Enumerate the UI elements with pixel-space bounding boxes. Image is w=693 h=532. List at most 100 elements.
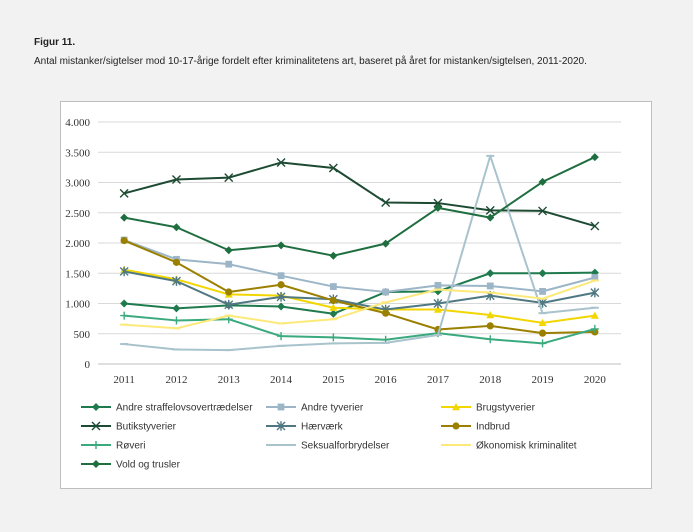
legend-label-andre-tyverier: Andre tyverier bbox=[301, 403, 364, 414]
y-tick-label: 2.500 bbox=[65, 208, 90, 220]
data-point-brugstyverier bbox=[486, 310, 495, 319]
data-point-vold-og-trusler bbox=[486, 213, 495, 222]
series-line-brugstyverier bbox=[123, 268, 595, 324]
series-line-roveri bbox=[124, 314, 596, 345]
series-line-indbrud bbox=[123, 239, 595, 335]
series-line-haervaerk bbox=[123, 270, 596, 311]
series-line-butikstyverier bbox=[123, 161, 596, 228]
series-line-seksualforbrydelser bbox=[124, 154, 595, 352]
x-tick-label: 2020 bbox=[584, 374, 607, 386]
chart-area: 0 500 1.000 1.500 2.000 2.500 3.000 3.500 4.000 2… bbox=[60, 101, 652, 489]
y-tick-label: 4.000 bbox=[65, 117, 90, 129]
data-point-brugstyverier bbox=[538, 318, 547, 327]
data-point-andre-tyverier bbox=[277, 272, 285, 280]
data-point-roveri bbox=[590, 324, 599, 333]
data-point-brugstyverier bbox=[590, 311, 599, 319]
data-point-haervaerk bbox=[119, 266, 129, 277]
data-point-butikstyverier bbox=[381, 197, 391, 207]
data-point-andre-straffelovsovertraedelser bbox=[590, 268, 599, 277]
data-point-indbrud bbox=[486, 322, 494, 330]
data-point-andre-tyverier bbox=[225, 260, 233, 268]
x-tick-label: 2016 bbox=[375, 374, 398, 386]
x-tick-label: 2014 bbox=[270, 374, 293, 386]
data-point-indbrud bbox=[329, 296, 337, 305]
data-point-haervaerk bbox=[224, 299, 234, 310]
data-point-indbrud bbox=[225, 288, 233, 296]
y-tick-label: 2.000 bbox=[65, 238, 90, 250]
data-point-brugstyverier bbox=[433, 305, 442, 313]
y-tick-label: 0 bbox=[85, 359, 91, 371]
data-point-vold-og-trusler bbox=[224, 246, 233, 255]
line-chart: 0 500 1.000 1.500 2.000 2.500 3.000 3.500 4.000 2… bbox=[65, 117, 621, 471]
series-line-andre-tyverier bbox=[123, 239, 596, 294]
data-point-andre-tyverier bbox=[382, 288, 390, 296]
data-point-butikstyverier bbox=[538, 206, 548, 216]
data-point-vold-og-trusler bbox=[172, 223, 181, 232]
data-point-roveri bbox=[277, 332, 286, 341]
x-tick-label: 2011 bbox=[113, 374, 135, 386]
legend-label-roveri: Røveri bbox=[116, 441, 145, 452]
figure-label: Figur 11. bbox=[34, 37, 76, 48]
data-point-andre-straffelovsovertraedelser bbox=[486, 269, 495, 278]
data-point-indbrud bbox=[538, 329, 547, 337]
legend-label-seksualforbrydelser: Seksualforbrydelser bbox=[301, 441, 390, 452]
x-tick-label: 2018 bbox=[479, 374, 502, 386]
y-tick-label: 3.500 bbox=[65, 147, 90, 159]
data-point-vold-og-trusler bbox=[538, 177, 547, 186]
legend-marker-vold-og-trusler bbox=[92, 460, 100, 468]
data-point-indbrud bbox=[382, 309, 390, 317]
data-point-butikstyverier bbox=[328, 163, 338, 173]
legend-label-vold-og-trusler: Vold og trusler bbox=[116, 460, 181, 471]
data-point-roveri bbox=[486, 335, 495, 344]
data-point-vold-og-trusler bbox=[120, 213, 129, 222]
data-point-butikstyverier bbox=[485, 205, 495, 215]
data-point-butikstyverier bbox=[590, 221, 600, 231]
data-point-vold-og-trusler bbox=[329, 251, 338, 260]
y-tick-label: 1.500 bbox=[65, 268, 90, 280]
legend-label-butikstyverier: Butikstyverier bbox=[116, 422, 177, 433]
data-point-roveri bbox=[538, 339, 547, 348]
data-point-andre-tyverier bbox=[329, 283, 337, 290]
x-tick-label: 2017 bbox=[427, 374, 450, 386]
data-point-indbrud bbox=[120, 236, 128, 245]
x-tick-label: 2015 bbox=[322, 374, 345, 386]
data-point-vold-og-trusler bbox=[381, 239, 390, 248]
legend-marker-andre-straffelovsovertraedelser bbox=[92, 403, 100, 411]
data-point-andre-tyverier bbox=[434, 281, 442, 289]
data-point-haervaerk bbox=[590, 287, 600, 298]
data-point-andre-tyverier bbox=[539, 288, 546, 295]
legend-label-indbrud: Indbrud bbox=[476, 422, 510, 433]
data-point-andre-straffelovsovertraedelser bbox=[120, 299, 129, 308]
data-point-indbrud bbox=[277, 281, 285, 289]
data-point-andre-straffelovsovertraedelser bbox=[329, 309, 338, 318]
legend-label-andre-straffelovsovertraedelser: Andre straffelovsovertrædelser bbox=[116, 403, 253, 414]
data-point-indbrud bbox=[172, 258, 181, 266]
series-line-okonomisk-kriminalitet bbox=[124, 279, 596, 330]
series-line-vold-og-trusler bbox=[123, 156, 596, 257]
x-tick-label: 2019 bbox=[532, 374, 555, 386]
data-point-butikstyverier bbox=[171, 174, 181, 184]
y-tick-label: 1.000 bbox=[65, 299, 90, 311]
data-point-roveri bbox=[172, 316, 181, 325]
legend-marker-butikstyverier bbox=[91, 421, 101, 431]
data-point-andre-tyverier bbox=[591, 274, 599, 281]
data-point-butikstyverier bbox=[119, 188, 129, 198]
legend-marker-indbrud bbox=[452, 422, 460, 430]
data-point-vold-og-trusler bbox=[433, 203, 442, 212]
legend-label-okonomisk-kriminalitet: Økonomisk kriminalitet bbox=[476, 441, 577, 452]
data-point-butikstyverier bbox=[224, 173, 234, 183]
data-point-roveri bbox=[329, 333, 338, 342]
data-point-haervaerk bbox=[276, 292, 286, 302]
x-tick-label: 2012 bbox=[165, 374, 187, 386]
data-point-andre-straffelovsovertraedelser bbox=[277, 302, 286, 311]
legend-marker-roveri bbox=[92, 441, 100, 449]
y-tick-label: 3.000 bbox=[65, 178, 90, 190]
data-point-haervaerk bbox=[433, 298, 443, 309]
data-point-vold-og-trusler bbox=[277, 241, 286, 250]
data-point-andre-straffelovsovertraedelser bbox=[172, 304, 181, 313]
legend-marker-andre-tyverier bbox=[277, 403, 285, 411]
figure-title: Antal mistanker/sigtelser mod 10-17-årig… bbox=[34, 56, 587, 67]
y-tick-label: 500 bbox=[74, 329, 91, 341]
data-point-roveri bbox=[120, 311, 129, 320]
